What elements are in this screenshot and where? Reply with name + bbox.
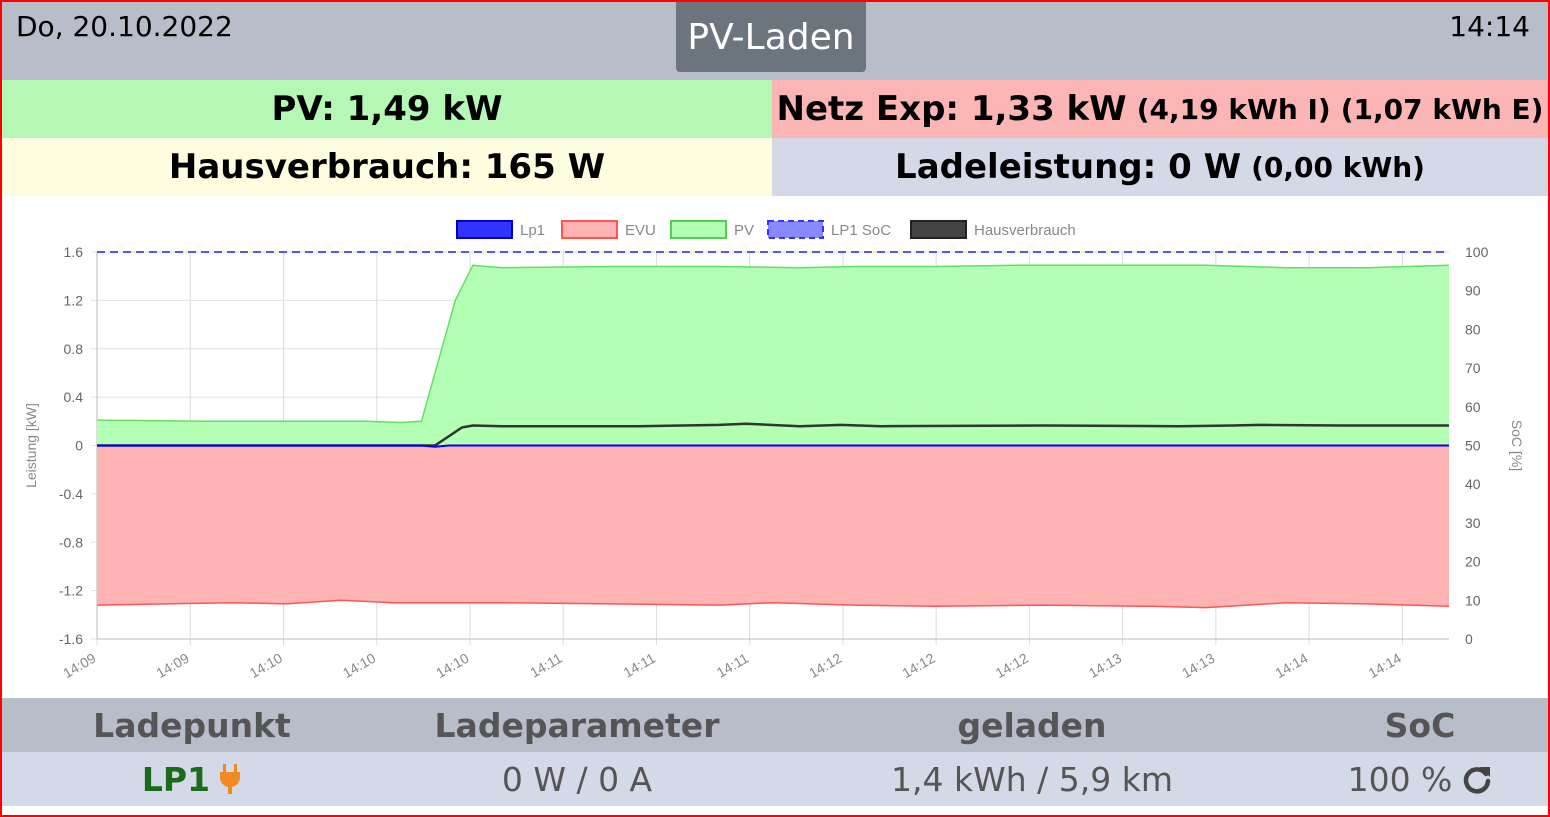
y-axis-title: Leistung [kW] — [23, 403, 39, 488]
ladeparameter-value: 0 W / 0 A — [501, 759, 653, 799]
y2-tick-label: 90 — [1465, 283, 1481, 299]
lp1-cell[interactable]: LP1 — [2, 752, 382, 806]
lp1-name[interactable]: LP1 — [141, 759, 211, 799]
y2-tick-label: 60 — [1465, 399, 1481, 415]
col-ladepunkt: Ladepunkt — [93, 705, 291, 745]
x-tick-label: 14:12 — [993, 650, 1032, 681]
x-tick-label: 14:14 — [1272, 650, 1311, 681]
x-tick-label: 14:10 — [340, 650, 379, 681]
x-tick-label: 14:10 — [433, 650, 472, 681]
col-geladen: geladen — [957, 705, 1107, 745]
y-tick-label: 0 — [75, 438, 83, 454]
y2-tick-label: 80 — [1465, 321, 1481, 337]
date-label: Do, 20.10.2022 — [16, 10, 233, 43]
legend-swatch — [456, 220, 513, 239]
legend-label: Hausverbrauch — [974, 222, 1076, 239]
y-tick-label: -0.4 — [59, 486, 83, 502]
series-line-hausverbrauch — [97, 422, 1449, 447]
x-tick-label: 14:14 — [1366, 650, 1405, 681]
haus-status: Hausverbrauch: 165 W — [2, 138, 772, 196]
x-tick-label: 14:13 — [1086, 650, 1125, 681]
legend-swatch — [670, 220, 727, 239]
y2-tick-label: 70 — [1465, 360, 1481, 376]
time-label: 14:14 — [1449, 10, 1530, 43]
legend-swatch — [561, 220, 618, 239]
y2-axis-title: SoC [%] — [1509, 420, 1525, 471]
x-tick-label: 14:10 — [247, 650, 286, 681]
series-line-pv — [96, 264, 1450, 424]
soc-value: 100 % — [1347, 759, 1453, 799]
series-area-evu — [97, 445, 1449, 608]
y-tick-label: 1.2 — [64, 292, 84, 308]
col-ladeparameter: Ladeparameter — [434, 705, 720, 745]
legend-label: PV — [734, 222, 754, 239]
series-line-evu — [96, 599, 1450, 609]
power-chart: 1.6 1.2 0.8 0.4 0 -0.4 -0.8 -1.2 -1.6 100 90 80 70 60… — [2, 198, 1548, 698]
legend-label: Lp1 — [520, 222, 545, 239]
netz-import: (4,19 kWh I) — [1136, 92, 1331, 126]
y-tick-label: -1.2 — [59, 583, 83, 599]
geladen-value: 1,4 kWh / 5,9 km — [891, 759, 1173, 799]
soc-cell: 100 % — [1292, 752, 1548, 806]
legend-label: LP1 SoC — [831, 222, 891, 239]
plug-icon — [218, 764, 242, 794]
pv-status: PV: 1,49 kW — [2, 80, 772, 138]
series-line-lp1 — [97, 444, 1449, 448]
pv-power: PV: 1,49 kW — [271, 89, 503, 129]
chart-svg: 1.61.20.80.40-0.4-0.8-1.2-1.610090807060… — [23, 220, 1525, 681]
x-tick-label: 14:11 — [714, 650, 752, 681]
ladeleistung-power: Ladeleistung: 0 W — [895, 147, 1242, 187]
y2-tick-label: 30 — [1465, 515, 1481, 531]
refresh-icon[interactable] — [1462, 764, 1492, 794]
x-tick-label: 14:09 — [153, 650, 192, 681]
y-tick-label: -0.8 — [59, 534, 83, 550]
legend-label: EVU — [625, 222, 656, 239]
y-tick-label: -1.6 — [59, 631, 83, 647]
col-soc: SoC — [1384, 705, 1456, 745]
table-header: Ladepunkt Ladeparameter geladen SoC — [2, 698, 1548, 752]
lade-status: Ladeleistung: 0 W (0,00 kWh) — [772, 138, 1548, 196]
y2-tick-label: 100 — [1465, 244, 1489, 260]
series-area-pv — [97, 265, 1449, 446]
x-tick-label: 14:13 — [1179, 650, 1218, 681]
x-tick-label: 14:09 — [60, 650, 99, 681]
legend-swatch — [767, 220, 824, 239]
y2-tick-label: 20 — [1465, 554, 1481, 570]
x-tick-label: 14:11 — [620, 650, 658, 681]
mode-button[interactable]: PV-Laden — [676, 2, 866, 72]
legend-swatch — [910, 220, 967, 239]
y-tick-label: 0.8 — [64, 341, 84, 357]
table-row: LP1 0 W / 0 A 1,4 kWh / 5,9 km 100 % — [2, 752, 1548, 806]
y2-tick-label: 40 — [1465, 476, 1481, 492]
y2-tick-label: 50 — [1465, 438, 1481, 454]
y-tick-label: 1.6 — [64, 244, 84, 260]
header-bar: Do, 20.10.2022 PV-Laden 14:14 — [2, 2, 1548, 80]
x-tick-label: 14:12 — [899, 650, 938, 681]
y2-tick-label: 0 — [1465, 631, 1473, 647]
netz-export: (1,07 kWh E) — [1340, 92, 1544, 126]
netz-status: Netz Exp: 1,33 kW (4,19 kWh I) (1,07 kWh… — [772, 80, 1548, 138]
y2-tick-label: 10 — [1465, 592, 1481, 608]
x-tick-label: 14:12 — [806, 650, 845, 681]
x-tick-label: 14:11 — [527, 650, 565, 681]
netz-power: Netz Exp: 1,33 kW — [776, 89, 1127, 129]
ladeleistung-energy: (0,00 kWh) — [1251, 150, 1425, 184]
y-tick-label: 0.4 — [64, 389, 84, 405]
hausverbrauch-power: Hausverbrauch: 165 W — [168, 147, 606, 187]
